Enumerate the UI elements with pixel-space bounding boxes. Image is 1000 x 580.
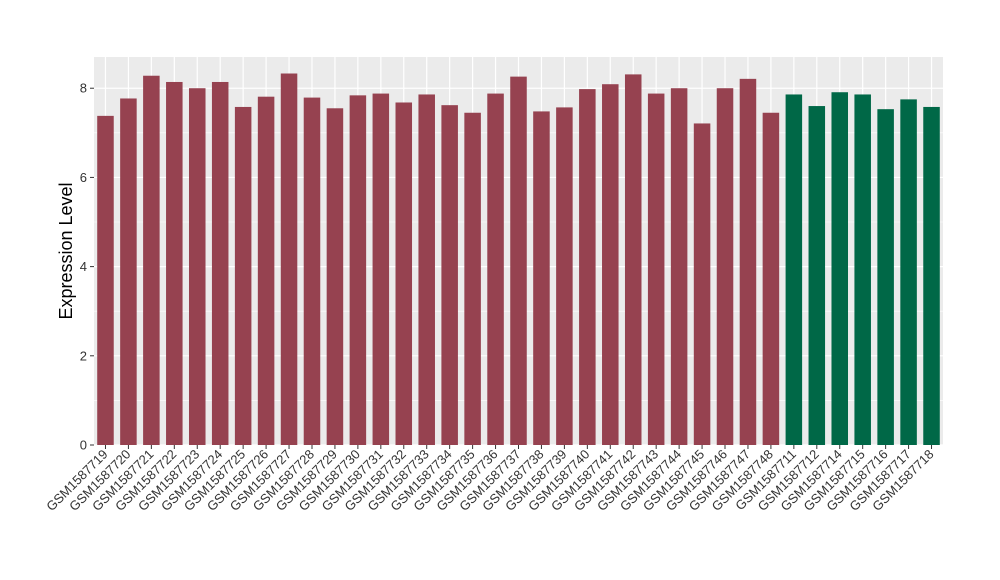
bar-GSM1587723 bbox=[188, 88, 206, 446]
y-tick-label: 4 bbox=[80, 259, 87, 274]
bar-GSM1587714 bbox=[831, 92, 849, 446]
bar-GSM1587732 bbox=[395, 102, 413, 445]
bars bbox=[97, 73, 940, 446]
bar-GSM1587718 bbox=[923, 106, 940, 445]
bar-GSM1587741 bbox=[602, 84, 619, 446]
bar-GSM1587729 bbox=[326, 108, 344, 445]
bar-GSM1587744 bbox=[670, 88, 688, 446]
bar-GSM1587712 bbox=[808, 106, 826, 446]
bar-GSM1587734 bbox=[441, 105, 458, 445]
bar-GSM1587727 bbox=[280, 73, 298, 445]
y-tick-label: 2 bbox=[80, 348, 87, 363]
x-axis: GSM1587719GSM1587720GSM1587721GSM1587722… bbox=[43, 445, 937, 514]
bar-GSM1587724 bbox=[211, 81, 229, 445]
bar-GSM1587733 bbox=[418, 94, 435, 445]
bar-GSM1587737 bbox=[510, 76, 527, 445]
bar-GSM1587728 bbox=[303, 97, 321, 445]
bar-GSM1587722 bbox=[166, 81, 183, 445]
bar-GSM1587726 bbox=[257, 96, 275, 445]
y-axis-title: Expression Level bbox=[56, 182, 76, 319]
y-axis: 0 2 4 6 8 bbox=[80, 81, 94, 453]
bar-GSM1587721 bbox=[143, 75, 160, 446]
bar-GSM1587738 bbox=[533, 111, 550, 446]
bar-GSM1587711 bbox=[785, 94, 803, 445]
y-tick-label: 0 bbox=[80, 438, 87, 453]
bar-GSM1587720 bbox=[120, 98, 137, 445]
bar-GSM1587735 bbox=[464, 112, 481, 445]
bar-GSM1587748 bbox=[762, 112, 780, 445]
bar-GSM1587743 bbox=[647, 93, 665, 445]
bar-GSM1587746 bbox=[716, 88, 734, 446]
bar-GSM1587747 bbox=[739, 78, 757, 445]
y-tick-label: 8 bbox=[80, 81, 87, 96]
bar-GSM1587717 bbox=[900, 99, 917, 446]
bar-GSM1587742 bbox=[624, 74, 642, 446]
bar-GSM1587716 bbox=[877, 109, 894, 445]
bar-GSM1587719 bbox=[97, 115, 114, 446]
bar-GSM1587730 bbox=[349, 95, 367, 446]
bar-GSM1587739 bbox=[556, 107, 573, 446]
bar-GSM1587715 bbox=[854, 94, 871, 445]
y-tick-label: 6 bbox=[80, 170, 87, 185]
bar-GSM1587736 bbox=[487, 93, 504, 445]
bar-GSM1587740 bbox=[579, 89, 596, 445]
bar-GSM1587725 bbox=[234, 106, 252, 445]
bar-GSM1587731 bbox=[372, 93, 390, 445]
bar-GSM1587745 bbox=[693, 123, 711, 446]
